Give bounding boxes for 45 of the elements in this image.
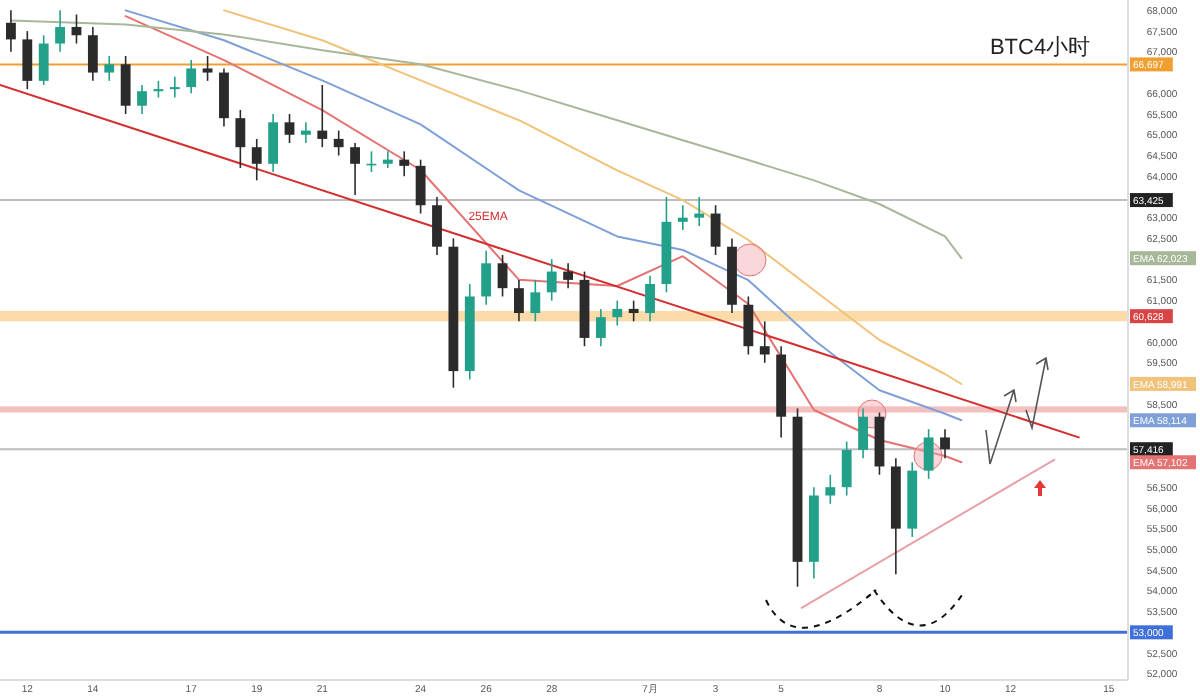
candlestick bbox=[399, 150, 410, 178]
text: BTC4小时 bbox=[989, 34, 1091, 60]
candlestick bbox=[120, 55, 131, 115]
candlestick bbox=[858, 407, 868, 459]
candlestick bbox=[169, 75, 180, 99]
candlestick bbox=[251, 138, 262, 182]
candlestick bbox=[825, 473, 836, 505]
candlestick bbox=[38, 34, 49, 86]
candlestick bbox=[235, 109, 246, 169]
candlestick bbox=[940, 428, 950, 459]
candlestick bbox=[546, 258, 557, 302]
candlestick bbox=[300, 121, 311, 144]
candlestick bbox=[743, 295, 754, 356]
candlestick bbox=[628, 299, 639, 323]
candlestick bbox=[923, 428, 934, 480]
candlestick bbox=[87, 26, 98, 82]
candlestick bbox=[382, 150, 393, 169]
candlestick bbox=[350, 142, 360, 196]
candlestick bbox=[595, 308, 606, 348]
candlestick bbox=[612, 299, 623, 327]
candlestick bbox=[6, 9, 16, 53]
candlestick bbox=[497, 254, 508, 298]
candlestick bbox=[317, 84, 328, 148]
candlestick bbox=[219, 67, 229, 128]
candlestick bbox=[137, 84, 147, 115]
candlestick bbox=[563, 262, 574, 289]
candlestick bbox=[284, 113, 295, 144]
candlestick bbox=[710, 204, 721, 256]
candlestick bbox=[694, 196, 705, 227]
candlestick bbox=[481, 250, 492, 306]
candlestick bbox=[841, 440, 852, 497]
candlestick bbox=[202, 55, 213, 82]
candlestick bbox=[677, 204, 688, 231]
candlestick bbox=[759, 320, 770, 364]
candlestick bbox=[514, 279, 524, 323]
candlestick bbox=[333, 129, 344, 157]
candlestick bbox=[55, 9, 65, 53]
candlestick bbox=[415, 158, 426, 215]
candlestick bbox=[268, 113, 279, 173]
candlestick bbox=[186, 59, 197, 95]
candlestick bbox=[645, 274, 655, 323]
candlestick bbox=[432, 196, 442, 256]
candlestick bbox=[22, 30, 33, 90]
candlestick bbox=[530, 279, 541, 323]
candlestick bbox=[104, 55, 115, 82]
